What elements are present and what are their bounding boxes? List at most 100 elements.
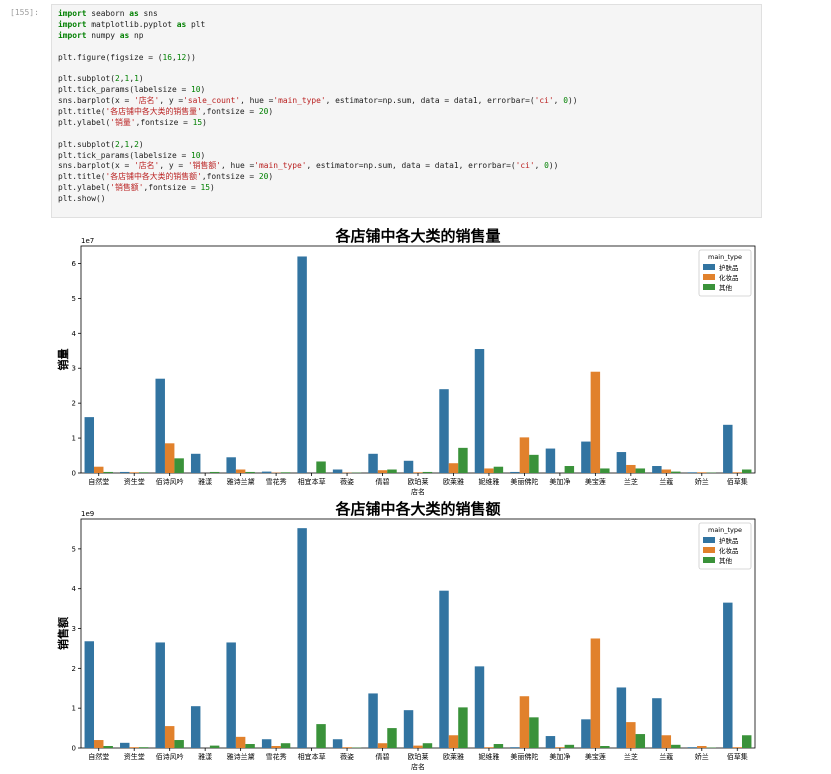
legend-title: main_type <box>708 526 742 534</box>
code-cell[interactable]: import seaborn as sns import matplotlib.p… <box>51 4 762 218</box>
x-tick-label: 雅漾 <box>198 477 212 486</box>
code-line: plt.ylabel('销售额',fontsize = 15) <box>58 183 755 194</box>
code-line: plt.title('各店铺中各大类的销售量',fontsize = 20) <box>58 107 755 118</box>
code-token: ) <box>202 117 207 127</box>
y-tick-label: 0 <box>72 745 76 753</box>
x-tick-label: 娇兰 <box>695 477 709 486</box>
bar-其他 <box>493 466 504 473</box>
bar-护肤品 <box>190 453 201 473</box>
code-token: 'ci' <box>534 96 554 106</box>
code-token: 0 <box>563 96 568 106</box>
code-line: import matplotlib.pyplot as plt <box>58 20 755 31</box>
bar-化妆品 <box>129 472 139 473</box>
y-axis-label: 销售额 <box>56 617 70 650</box>
x-tick-label: 欧珀莱 <box>408 477 429 486</box>
x-tick-label: 美加净 <box>549 477 570 486</box>
bar-护肤品 <box>652 698 662 748</box>
x-tick-label: 美宝莲 <box>585 477 606 486</box>
bar-化妆品 <box>377 470 388 473</box>
x-tick-label: 佰诗风吟 <box>156 752 184 761</box>
bar-其他 <box>635 734 646 748</box>
code-token: ,fontsize = <box>201 107 259 117</box>
code-line <box>58 63 755 74</box>
bar-其他 <box>280 743 291 748</box>
x-tick-label: 妮维雅 <box>478 477 499 486</box>
code-token: 1 <box>134 74 139 84</box>
y-tick-label: 2 <box>72 665 76 673</box>
code-token: ) <box>200 85 206 95</box>
x-tick-label: 美加净 <box>549 752 570 761</box>
code-token: '店名' <box>134 96 160 106</box>
code-token: 10 <box>191 85 201 95</box>
x-tick-label: 雅诗兰黛 <box>227 477 255 486</box>
code-token: , <box>534 161 545 171</box>
y-tick-label: 0 <box>72 470 76 478</box>
bar-护肤品 <box>581 441 591 473</box>
bar-化妆品 <box>129 747 139 748</box>
y-tick-label: 3 <box>72 365 76 373</box>
code-line: plt.subplot(2,1,2) <box>58 140 755 151</box>
bar-化妆品 <box>732 747 742 748</box>
bar-护肤品 <box>616 452 627 473</box>
code-token: as <box>176 19 187 29</box>
code-token: 1 <box>124 74 130 84</box>
legend-swatch <box>703 264 715 270</box>
bar-化妆品 <box>377 743 388 748</box>
code-token: 0 <box>544 161 549 171</box>
bar-其他 <box>316 724 326 748</box>
code-token: 'sale_count' <box>183 96 241 106</box>
x-tick-label: 兰芝 <box>624 752 638 761</box>
x-tick-label: 欧莱雅 <box>443 752 464 761</box>
bar-其他 <box>600 468 610 473</box>
y-offset-text: 1e9 <box>81 510 94 518</box>
y-tick-label: 2 <box>72 400 76 408</box>
chart-title: 各店铺中各大类的销售额 <box>334 500 500 518</box>
bar-护肤品 <box>687 472 698 473</box>
bar-护肤品 <box>120 742 130 748</box>
bar-护肤品 <box>297 528 307 748</box>
x-tick-label: 薇姿 <box>340 477 354 486</box>
bar-化妆品 <box>413 745 423 748</box>
code-line: import numpy as np <box>58 31 755 42</box>
bar-护肤品 <box>190 706 201 748</box>
code-token: 20 <box>258 107 269 117</box>
code-token: 20 <box>258 172 269 182</box>
bar-其他 <box>245 471 255 473</box>
bar-其他 <box>422 743 433 748</box>
bar-其他 <box>387 469 397 473</box>
bar-其他 <box>138 472 149 473</box>
bar-其他 <box>174 458 184 473</box>
bar-护肤品 <box>581 719 591 748</box>
x-tick-label: 美丽佛陀 <box>510 477 538 486</box>
bar-化妆品 <box>555 747 565 748</box>
code-token: 10 <box>191 150 201 160</box>
x-tick-label: 雪花秀 <box>266 752 287 761</box>
code-token: ,fontsize = <box>135 117 193 127</box>
bar-其他 <box>564 744 575 748</box>
code-token: 15 <box>200 183 210 193</box>
code-token: plt.subplot( <box>58 74 116 84</box>
bar-其他 <box>103 746 113 748</box>
code-token: np <box>129 30 144 40</box>
bar-其他 <box>741 735 752 748</box>
code-token: , hue = <box>221 161 255 171</box>
bar-护肤品 <box>439 590 449 748</box>
plot-frame <box>80 245 756 474</box>
code-token: plt.title( <box>58 172 106 182</box>
code-token: , <box>172 52 177 62</box>
code-token: plt.ylabel( <box>58 117 111 127</box>
bar-化妆品 <box>626 722 636 748</box>
x-tick-label: 相宜本草 <box>298 477 326 486</box>
x-tick-label: 薇姿 <box>340 752 354 761</box>
bar-其他 <box>103 471 113 473</box>
bar-护肤品 <box>687 747 698 748</box>
chart-title: 各店铺中各大类的销售量 <box>334 227 500 245</box>
code-token: , y = <box>159 96 184 106</box>
x-tick-label: 娇兰 <box>695 752 709 761</box>
bar-护肤品 <box>261 471 272 473</box>
bar-其他 <box>671 744 681 748</box>
legend-label: 护肤品 <box>719 536 739 545</box>
bar-化妆品 <box>484 747 494 748</box>
